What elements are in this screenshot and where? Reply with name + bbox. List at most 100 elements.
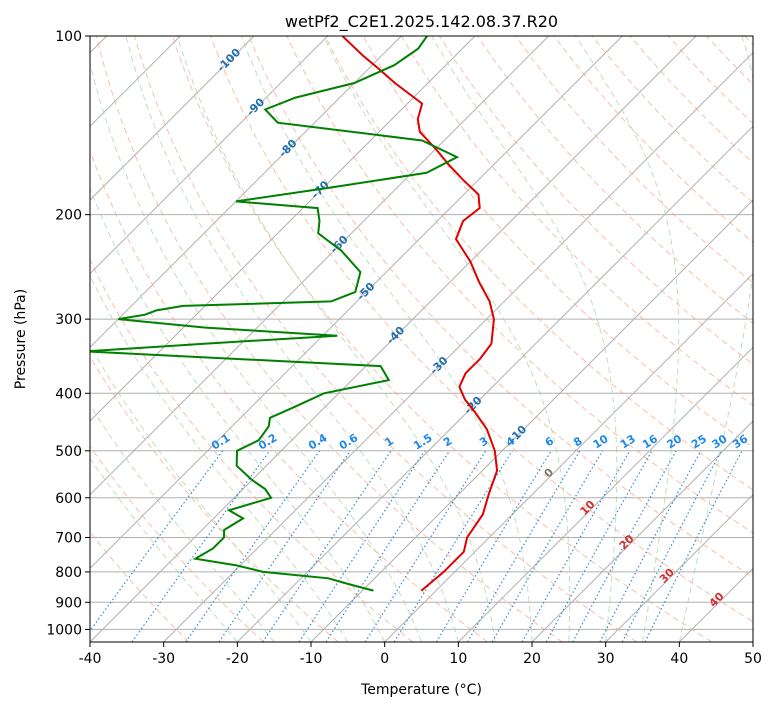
dewpoint-profile	[90, 36, 460, 592]
dry-adiabat	[744, 36, 753, 46]
y-axis: 100 200 300 400 500 600 700 800 900 1000	[46, 29, 90, 638]
moist-adiabat	[678, 36, 753, 642]
dry-adiabat	[286, 36, 753, 534]
mixing-ratio-label: 2	[441, 434, 454, 449]
mixing-ratio-line	[325, 450, 451, 642]
x-tick-label: 50	[744, 651, 762, 667]
mixing-ratio-label: 8	[571, 434, 584, 449]
y-tick-label: 700	[55, 531, 82, 547]
x-tick-label: -30	[152, 651, 175, 667]
x-tick-label: -20	[226, 651, 249, 667]
dry-adiabat	[553, 36, 753, 244]
mixing-ratio-line	[572, 450, 677, 642]
isotherm-line	[310, 199, 753, 642]
mixing-ratio-line	[435, 450, 552, 642]
mixing-ratio-label: 16	[640, 432, 660, 451]
isotherm-line	[236, 125, 753, 642]
mixing-ratio-line	[131, 450, 271, 642]
moist-adiabat	[575, 36, 680, 642]
isotherm-label: 40	[707, 590, 727, 610]
isotherm-line	[384, 272, 753, 642]
x-tick-label: 0	[380, 651, 389, 667]
x-tick-label: -10	[300, 651, 323, 667]
mixing-ratio-label: 0.4	[306, 431, 330, 453]
isotherm-label: -30	[427, 354, 450, 377]
isotherm-label: -100	[215, 46, 244, 75]
plot-frame	[89, 35, 754, 643]
mixing-ratio-label: 0.2	[256, 431, 279, 452]
mixing-ratio-line	[298, 450, 426, 642]
dry-adiabat	[172, 36, 712, 642]
moist-adiabat	[90, 187, 386, 642]
dry-adiabat	[90, 258, 414, 642]
moist-adiabat	[431, 36, 618, 642]
mixing-ratio-line	[545, 450, 653, 642]
moist-adiabat	[90, 457, 238, 642]
isotherm-label: -40	[384, 323, 407, 346]
isotherm-line	[90, 36, 329, 275]
isotherm-label: -80	[276, 137, 299, 160]
isotherm-line	[90, 36, 623, 570]
mixing-ratio-label: 1	[382, 434, 395, 449]
x-tick-label: 40	[670, 651, 688, 667]
mixing-ratio-line	[521, 450, 631, 642]
dry-adiabat	[90, 445, 264, 642]
moist-adiabat	[90, 344, 312, 642]
y-tick-label: 600	[55, 491, 82, 507]
y-tick-label: 900	[55, 595, 82, 611]
isotherm-line	[163, 51, 753, 642]
moist-adiabat	[176, 36, 496, 642]
x-tick-label: 20	[523, 651, 541, 667]
chart-title: wetPf2_C2E1.2025.142.08.37.R20	[285, 12, 558, 32]
mixing-ratio-line	[218, 450, 351, 642]
x-tick-label: 30	[597, 651, 615, 667]
dry-adiabat	[324, 36, 753, 491]
isotherm-label: -60	[328, 233, 351, 256]
mixing-ratio-label: 36	[730, 432, 750, 451]
isotherm-label: 10	[578, 498, 598, 518]
x-axis: -40 -30 -20 -10 0 10 20 30 40 50	[79, 642, 762, 667]
mixing-ratio-line	[466, 450, 581, 642]
isotherm-line	[752, 641, 753, 642]
x-tick-label: 10	[449, 651, 467, 667]
moist-adiabat	[240, 36, 533, 642]
isotherm-line	[90, 36, 476, 422]
mixing-ratio-line	[185, 450, 321, 642]
mixing-ratio-line	[262, 450, 392, 642]
dry-adiabat	[667, 36, 753, 125]
moist-adiabat	[90, 404, 275, 642]
mixing-ratio-label: 0.1	[209, 431, 232, 452]
dry-adiabat	[515, 36, 753, 284]
y-tick-label: 200	[55, 208, 82, 224]
moist-adiabat	[90, 274, 349, 642]
mixing-ratio-line	[90, 450, 224, 632]
temperature-profile	[341, 36, 499, 592]
dry-adiabat	[248, 36, 753, 578]
dry-adiabat	[95, 36, 563, 642]
moist-adiabat	[323, 36, 571, 642]
moist-adiabat	[125, 36, 459, 642]
plot-area: 0.1 0.2 0.4 0.6 1 1.5 2 3 4 6 8 10 13 16 20 25 30 36-100-…	[90, 36, 753, 642]
mixing-ratio-label: 10	[591, 432, 611, 451]
mixing-ratio-line	[364, 450, 487, 642]
dry-adiabat	[705, 36, 753, 85]
isotherm-line	[678, 567, 753, 642]
isotherm-label: 20	[617, 532, 637, 552]
isotherm-line	[531, 420, 753, 642]
isotherm-label: 30	[657, 566, 677, 586]
x-tick-label: -40	[79, 651, 102, 667]
y-tick-label: 800	[55, 565, 82, 581]
dry-adiabat	[477, 36, 753, 324]
x-axis-label: Temperature (°C)	[360, 682, 482, 698]
dry-adiabat	[591, 36, 753, 204]
dry-adiabat	[90, 355, 339, 642]
dry-adiabat	[210, 36, 753, 623]
isotherm-line	[605, 493, 753, 642]
mixing-ratio-label: 25	[689, 432, 709, 451]
mixing-ratio-label: 13	[618, 432, 638, 451]
isotherm-label: -90	[244, 95, 267, 118]
isotherm-line	[90, 36, 550, 496]
isotherm-line	[457, 346, 753, 642]
y-tick-label: 1000	[46, 622, 82, 638]
